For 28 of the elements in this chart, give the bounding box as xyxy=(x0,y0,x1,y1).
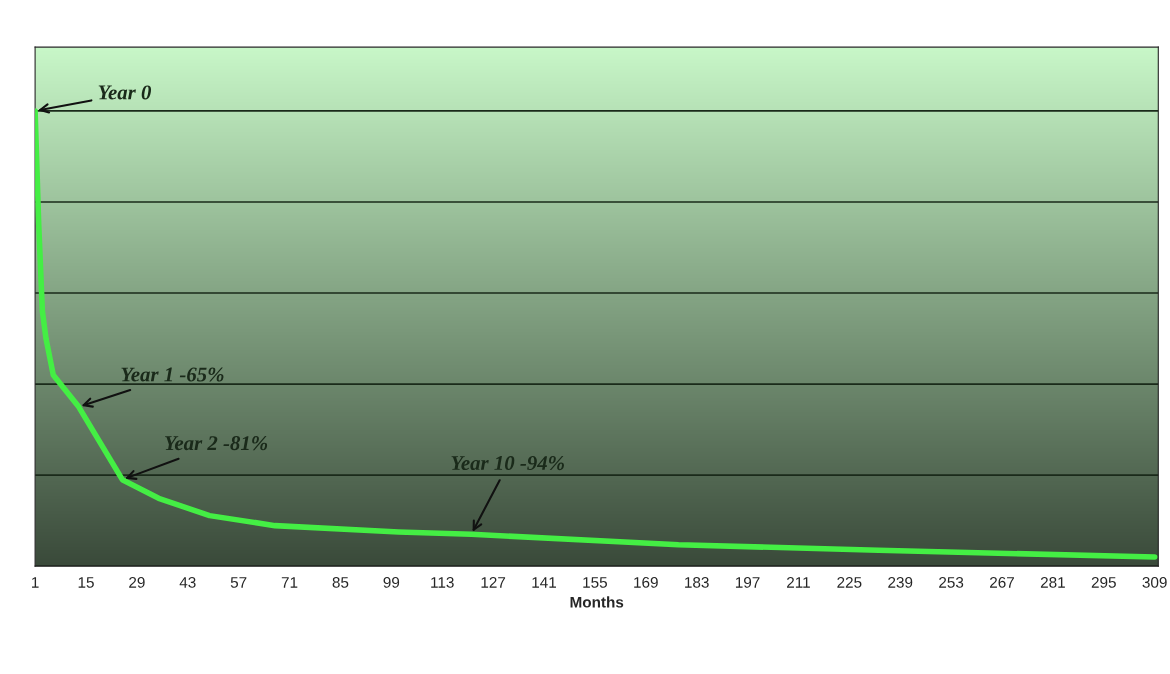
x-tick-label: 1 xyxy=(32,577,39,588)
x-tick-label: 141 xyxy=(532,577,556,588)
x-tick-label: 15 xyxy=(78,577,94,588)
x-tick-label: 211 xyxy=(787,576,810,588)
x-tick-label: 71 xyxy=(281,577,298,588)
x-tick-label: 43 xyxy=(179,576,196,588)
x-axis-title: Months xyxy=(570,596,624,608)
annotation: Year 1 -65% xyxy=(121,367,224,382)
annotation: Year 10 -94% xyxy=(451,456,564,471)
x-tick-label: 29 xyxy=(129,576,145,588)
annotation: Year 0 xyxy=(98,85,152,100)
x-tick-label: 183 xyxy=(685,576,709,588)
x-tick-label: 169 xyxy=(634,576,658,588)
x-tick-label: 85 xyxy=(332,576,349,588)
x-tick-label: 155 xyxy=(583,577,607,588)
x-tick-label: 113 xyxy=(431,576,454,588)
x-tick-label: 225 xyxy=(837,576,862,588)
x-tick-label: 309 xyxy=(1142,576,1167,588)
x-tick-label: 239 xyxy=(888,576,913,588)
x-tick-label: 295 xyxy=(1091,576,1116,588)
x-tick-label: 197 xyxy=(735,576,760,588)
x-tick-label: 99 xyxy=(383,576,400,588)
x-tick-label: 127 xyxy=(481,576,506,588)
x-tick-label: 253 xyxy=(939,576,964,588)
x-tick-label: 267 xyxy=(990,576,1014,588)
x-tick-label: 281 xyxy=(1040,576,1065,588)
annotation: Year 2 -81% xyxy=(165,436,268,451)
x-tick-label: 57 xyxy=(230,577,247,588)
